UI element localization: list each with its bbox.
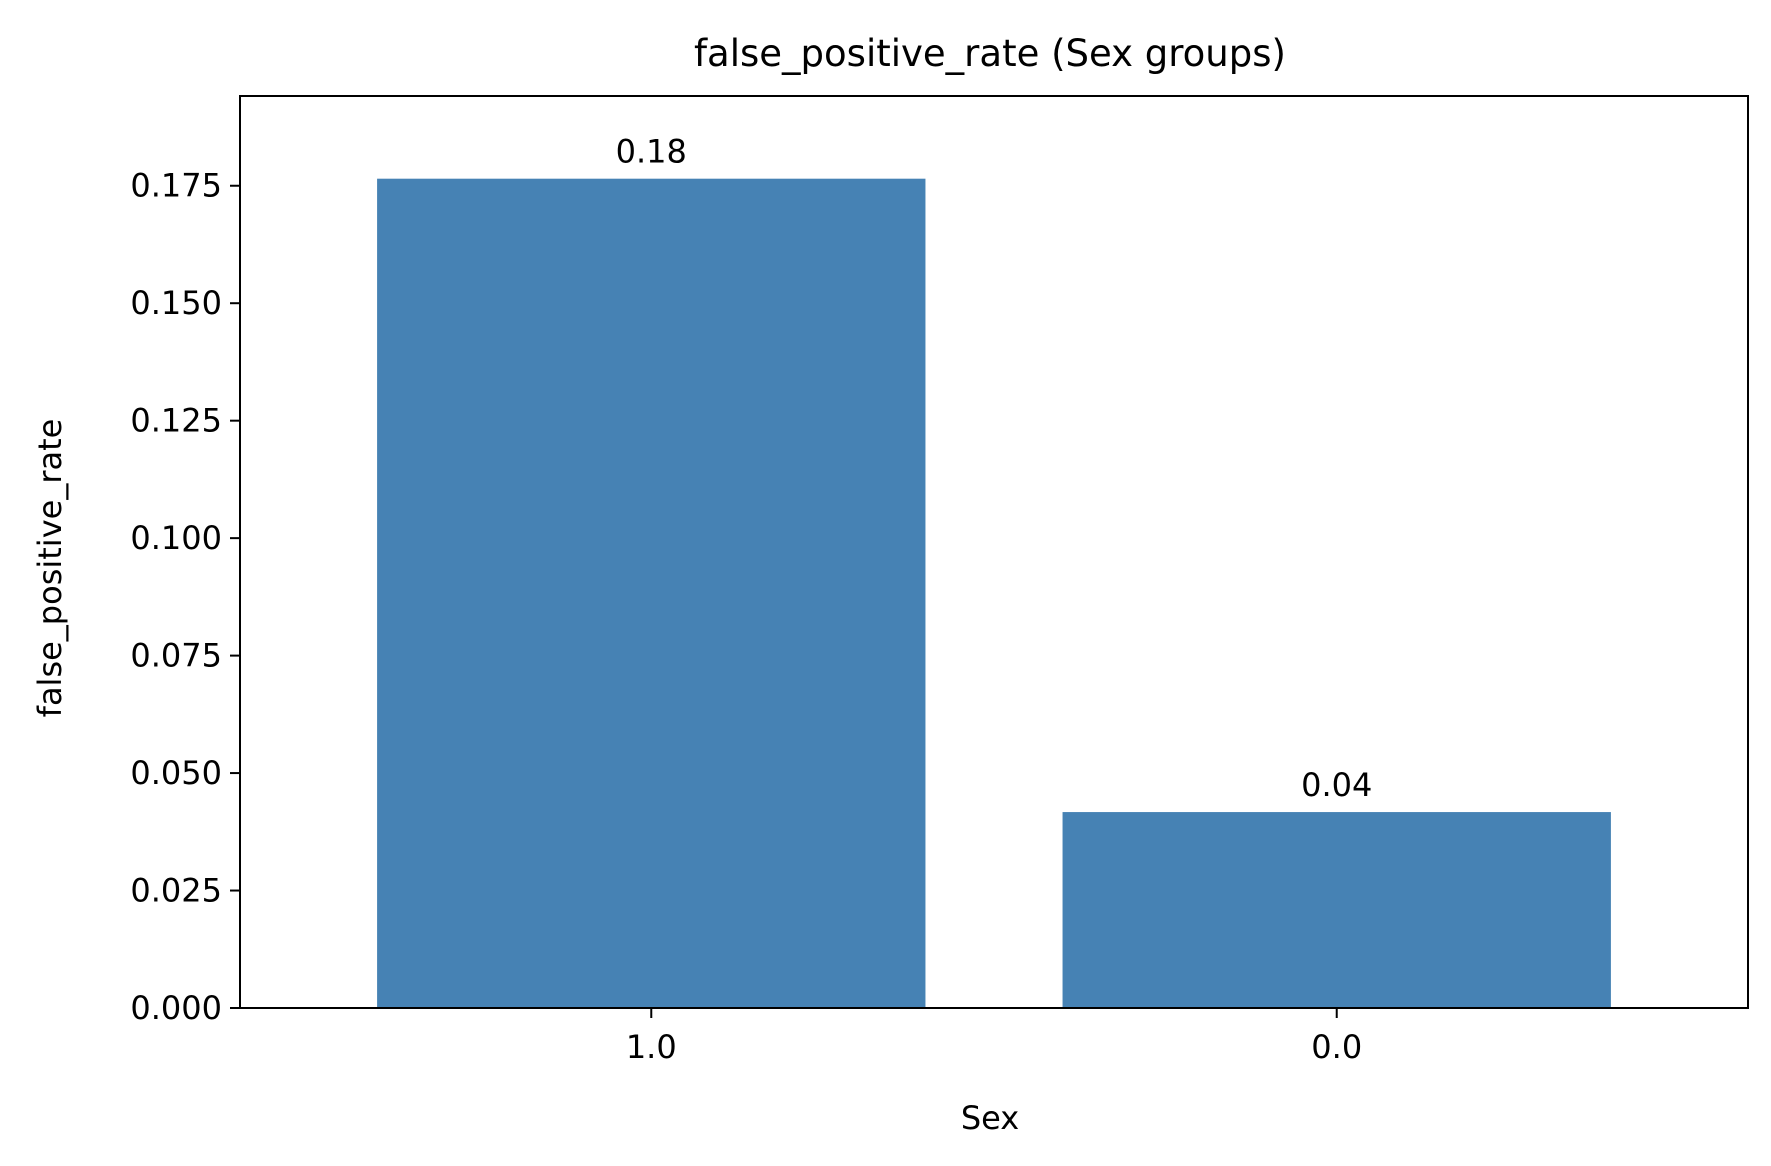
bar-1: [1062, 812, 1611, 1008]
y-tick-label-2: 0.050: [130, 754, 222, 792]
plot-area-frame: [239, 95, 1749, 1009]
y-tick-label-3: 0.075: [130, 637, 222, 675]
bar-value-labels: 0.18 0.04: [616, 133, 1373, 804]
bar-0: [377, 178, 926, 1009]
bar-value-label-1: 0.04: [1301, 766, 1372, 804]
bar-series: [377, 178, 1611, 1009]
y-axis-label: false_positive_rate: [31, 419, 69, 718]
y-axis-ticks: 0.000 0.025 0.050 0.075 0.100 0.125 0.150 0.175: [130, 167, 240, 1027]
y-tick-label-4: 0.100: [130, 519, 222, 557]
y-tick-label-5: 0.125: [130, 402, 222, 440]
bar-value-label-0: 0.18: [616, 133, 687, 171]
x-tick-label-0: 1.0: [626, 1028, 677, 1066]
y-tick-label-0: 0.000: [130, 989, 222, 1027]
y-tick-label-7: 0.175: [130, 167, 222, 205]
y-tick-label-1: 0.025: [130, 872, 222, 910]
y-tick-label-6: 0.150: [130, 284, 222, 322]
x-tick-label-1: 0.0: [1311, 1028, 1362, 1066]
chart-title: false_positive_rate (Sex groups): [694, 32, 1286, 75]
x-axis-label: Sex: [961, 1099, 1019, 1137]
x-axis-ticks: 1.0 0.0: [626, 1008, 1362, 1066]
